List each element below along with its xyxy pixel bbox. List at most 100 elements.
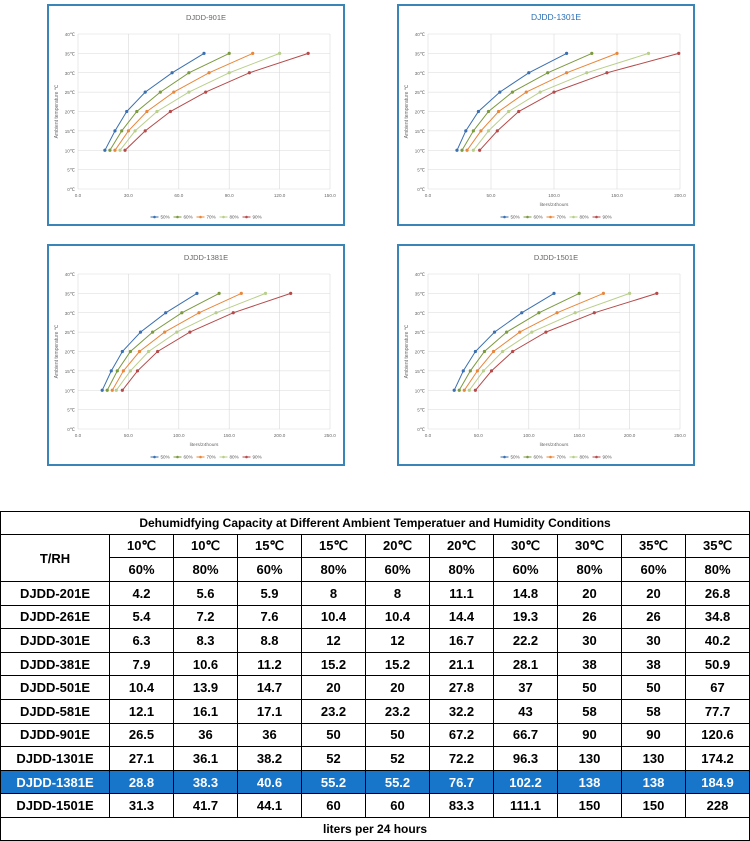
value-cell: 11.1 [429,581,494,606]
value-cell: 15.2 [365,651,430,677]
value-cell: 60 [301,793,366,818]
value-cell: 67 [684,675,750,700]
data-point [555,311,559,315]
y-axis-label: Ambient temperature ℃ [404,324,410,378]
data-point [471,148,475,152]
data-point [538,90,542,94]
data-point [172,90,176,94]
legend-label: 80% [230,455,239,460]
value-cell: 7.6 [237,604,302,630]
data-point [121,369,125,373]
value-cell: 26 [557,604,622,630]
data-point [464,129,468,133]
legend-marker [245,455,248,459]
series-line [466,52,618,151]
value-cell: 38 [621,651,686,677]
value-cell: 228 [684,793,750,818]
x-tick-label: 200.0 [274,433,286,438]
data-point [473,388,477,392]
series-line [119,52,280,151]
data-point [125,109,129,114]
y-tick-label: 5℃ [67,168,76,173]
value-cell: 111.1 [493,793,558,818]
value-cell: 76.7 [429,769,494,795]
series-line [101,292,198,391]
data-point [527,71,531,75]
series-line [104,52,205,151]
value-cell: 138 [621,769,686,795]
chart-svg: DJDD-901E 0℃ 5℃ 10℃ 15℃ 20℃ 25℃ 30℃ 35℃ 40℃ 0.0 30.… [54,13,336,220]
temp-header: 20℃ [365,534,430,558]
data-point [530,330,534,334]
data-point [655,291,659,295]
value-cell: 5.4 [109,604,174,630]
data-point [227,51,231,55]
data-point [202,51,206,55]
data-point [217,291,221,295]
value-cell: 27.1 [109,746,174,771]
data-point [187,71,191,75]
x-tick-label: 200.0 [624,433,636,438]
data-point [495,129,499,133]
value-cell: 90 [557,722,622,748]
data-point [145,109,149,114]
data-point [231,311,235,315]
data-point [133,129,137,133]
series-line [473,52,649,151]
value-cell: 11.2 [237,651,302,677]
data-point [138,330,143,334]
value-cell: 50 [301,722,366,748]
rh-header: 60% [493,557,558,582]
temp-header: 15℃ [301,534,366,558]
value-cell: 38.3 [173,769,238,795]
data-point [164,311,168,315]
value-cell: 16.1 [173,698,238,724]
data-point [251,51,255,55]
value-cell: 7.2 [173,604,238,630]
row-header: T/RH [0,534,110,582]
value-cell: 138 [557,769,622,795]
y-tick-label: 35℃ [65,51,76,56]
series-line [109,52,230,151]
chart-title: DJDD-1301E [531,12,581,22]
data-point [188,330,192,334]
y-tick-label: 25℃ [415,90,426,95]
data-point [128,349,133,354]
x-tick-label: 150.0 [324,193,336,198]
data-point [590,51,594,55]
data-point [247,71,251,75]
value-cell: 83.3 [429,793,494,818]
table-row: DJDD-1301E 27.1 36.1 38.2 52 52 72.2 96.3 130 130… [0,746,750,771]
x-tick-label: 100.0 [173,433,185,438]
value-cell: 22.2 [493,628,558,653]
y-tick-label: 15℃ [65,369,76,374]
rh-header: 60% [109,557,174,582]
y-tick-label: 30℃ [65,311,76,316]
legend-label: 80% [580,455,589,460]
y-tick-label: 30℃ [415,311,426,316]
data-point [468,369,472,373]
chart-title: DJDD-1501E [534,253,578,262]
table-row: DJDD-201E 4.2 5.6 5.9 8 8 11.1 14.8 20 20 26.8 [0,581,750,606]
legend-marker [503,215,506,219]
chart-svg: DJDD-1301E 0℃ 5℃ 10℃ 15℃ 20℃ 25℃ 30℃ 35℃ 40℃ 0.0 50… [404,12,686,220]
y-tick-label: 40℃ [65,272,76,277]
value-cell: 19.3 [493,604,558,630]
value-cell: 20 [301,675,366,700]
data-point [113,148,117,152]
data-point [128,369,133,373]
data-point [289,291,293,295]
data-point [677,51,681,55]
value-cell: 14.4 [429,604,494,630]
x-tick-label: 200.0 [674,193,686,198]
data-point [137,349,142,354]
data-point [120,129,124,133]
value-cell: 36 [237,722,302,748]
model-cell: DJDD-201E [0,581,110,606]
y-tick-label: 0℃ [67,187,76,192]
legend-label: 90% [253,215,262,220]
model-cell: DJDD-581E [0,698,110,724]
legend-label: 80% [230,215,239,220]
y-tick-label: 0℃ [67,427,76,432]
data-point [473,349,477,354]
